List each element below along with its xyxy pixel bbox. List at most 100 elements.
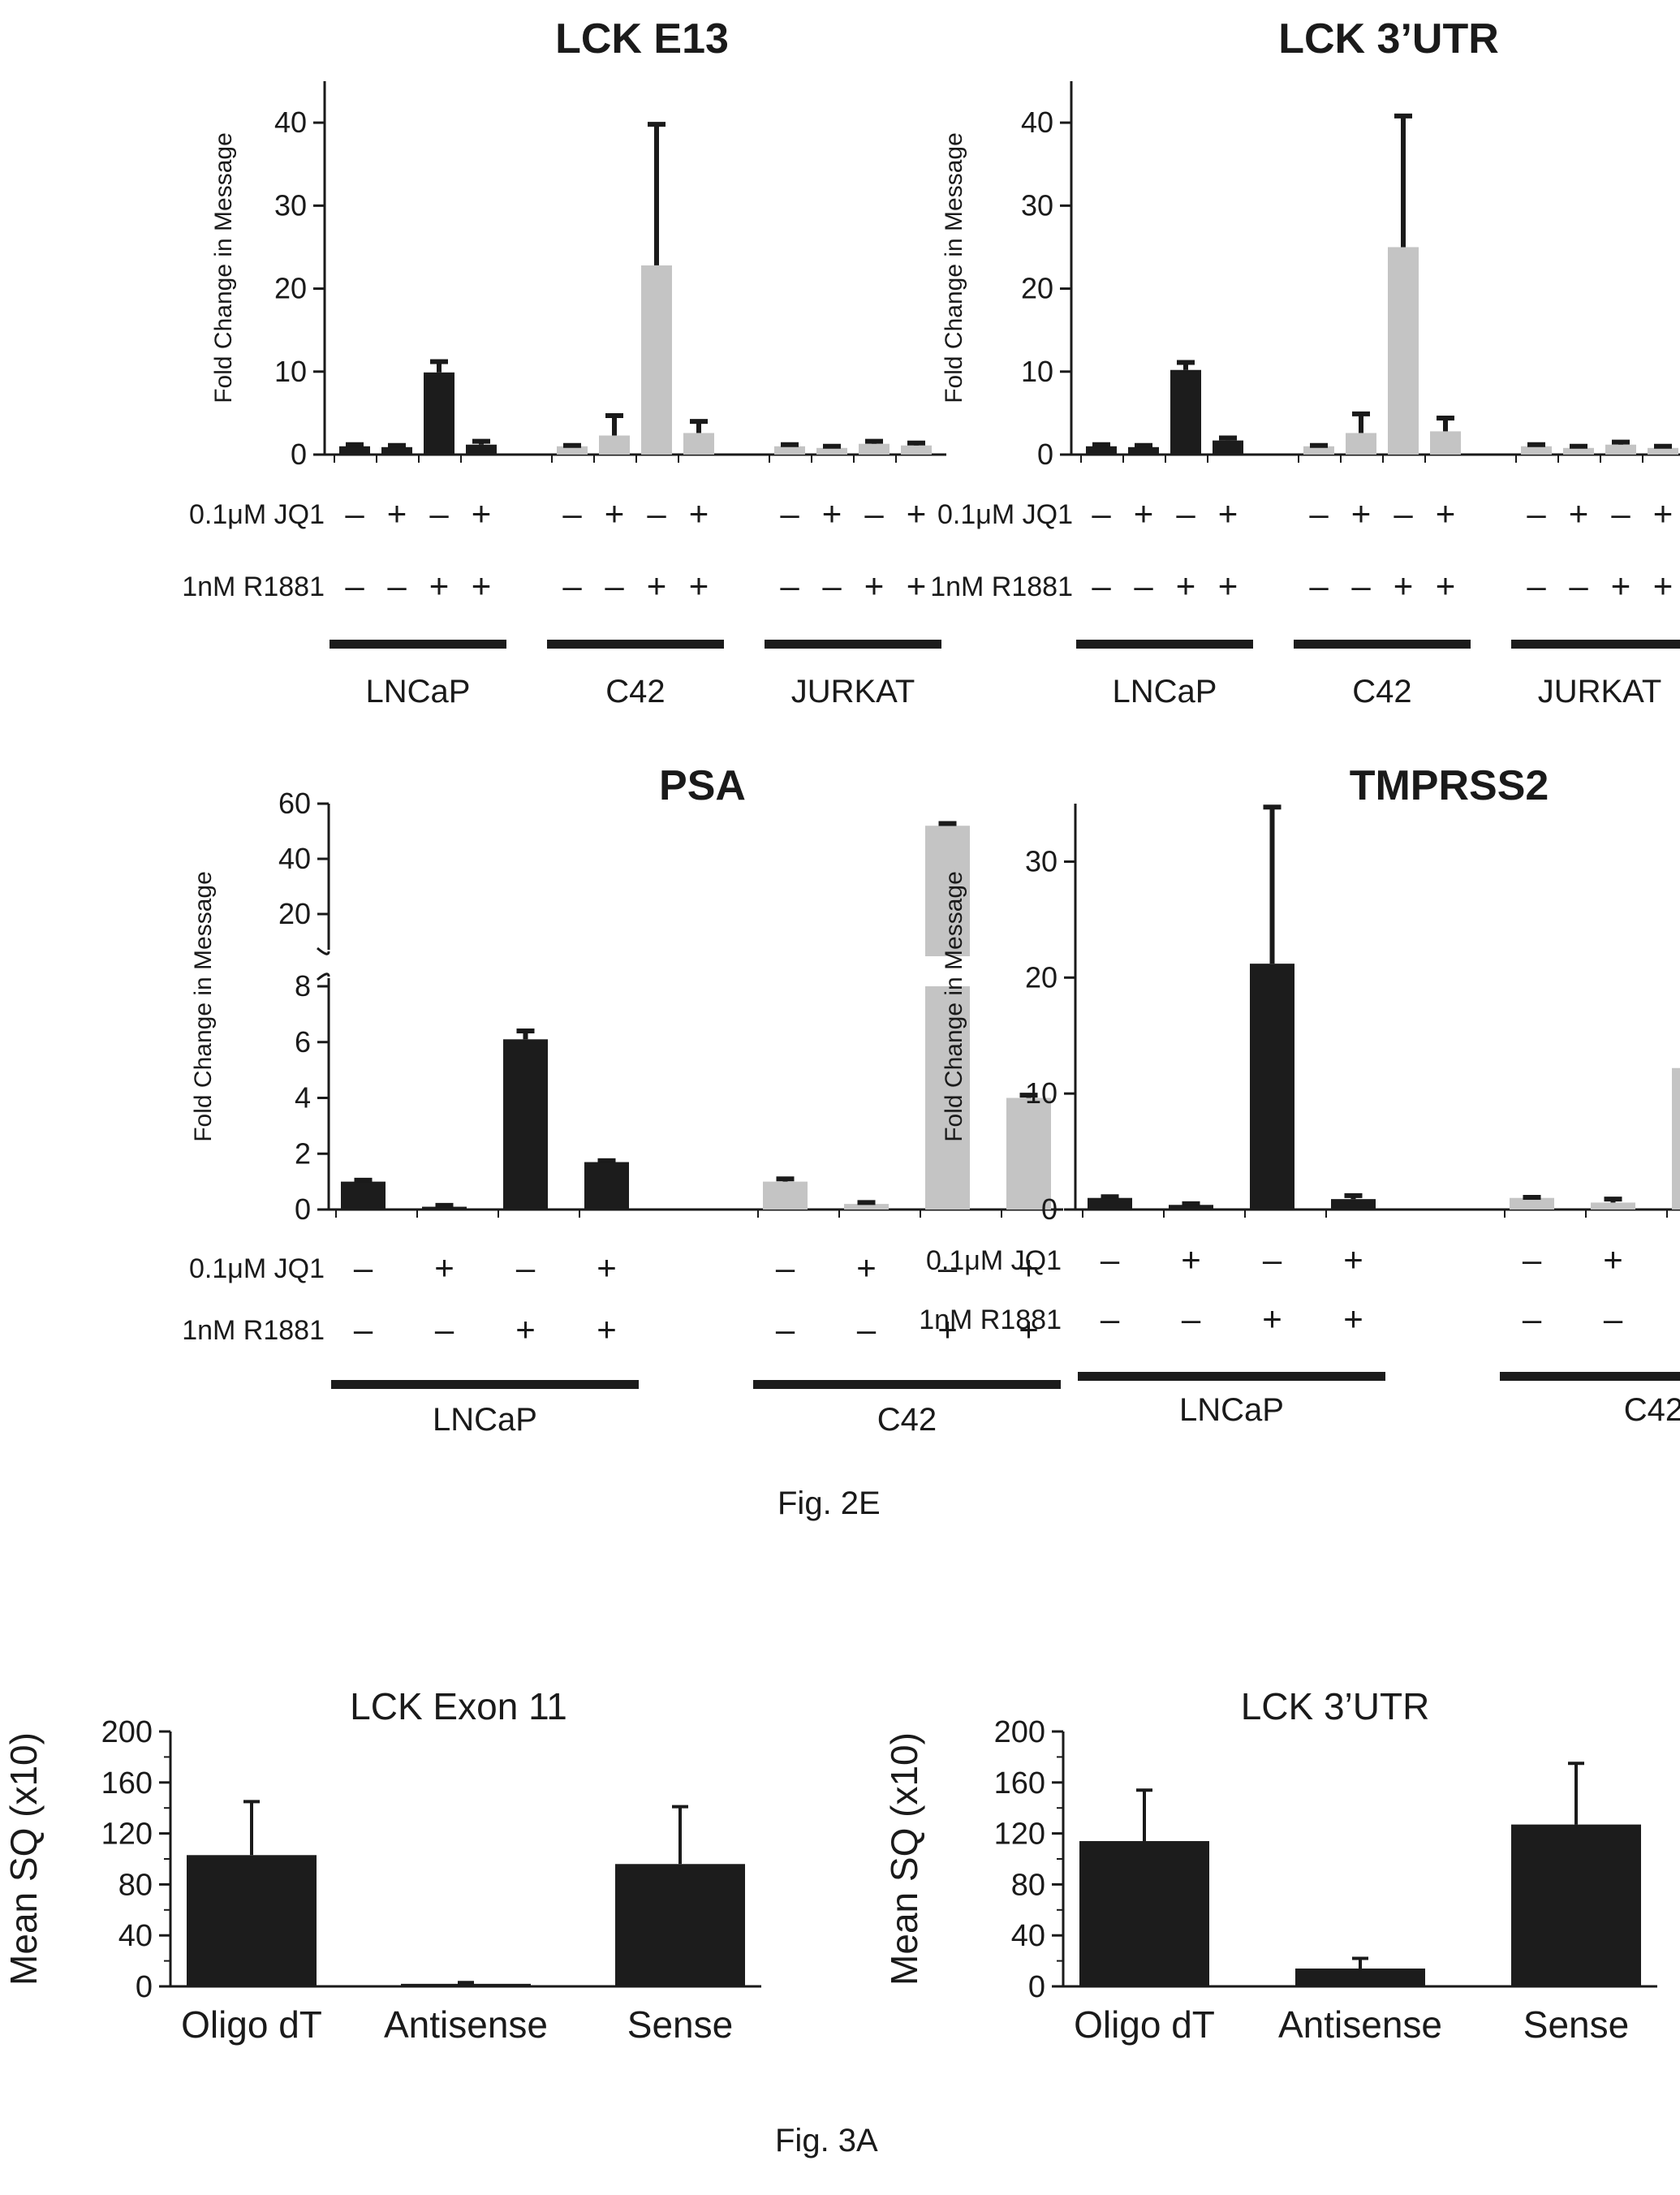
bar — [1250, 964, 1294, 1210]
row-label-jq1: 0.1μM JQ1 — [926, 1245, 1062, 1276]
y-tick-label: 30 — [1021, 188, 1053, 222]
bar — [1303, 446, 1334, 455]
r1881-sign: + — [429, 567, 450, 605]
jq1-sign: + — [597, 1248, 617, 1287]
bar — [1170, 369, 1201, 455]
jq1-sign: – — [938, 1248, 958, 1287]
chart-title: TMPRSS2 — [1350, 762, 1549, 809]
bar-lower-segment — [925, 986, 970, 1210]
y-tick-label: 40 — [1011, 1919, 1045, 1953]
jq1-sign: – — [1101, 1240, 1120, 1279]
r1881-sign: – — [1604, 1300, 1623, 1338]
y-tick-label: 6 — [295, 1025, 311, 1059]
y-tick-label: 0 — [1028, 1970, 1045, 2004]
bar — [339, 446, 370, 455]
row-label-jq1: 0.1μM JQ1 — [189, 1253, 325, 1284]
bar — [1213, 440, 1243, 455]
r1881-sign: – — [776, 1310, 795, 1348]
r1881-sign: + — [1343, 1300, 1363, 1338]
y-tick-label: 80 — [1011, 1868, 1045, 1902]
r1881-sign: – — [345, 567, 364, 605]
y-tick-label: 40 — [274, 106, 307, 139]
axis-break-mark — [317, 947, 330, 955]
bar — [774, 446, 805, 455]
category-label: Sense — [627, 2003, 733, 2046]
y-tick-label: 20 — [278, 897, 311, 930]
jq1-sign: + — [1343, 1240, 1363, 1279]
y-tick-label: 120 — [994, 1818, 1045, 1852]
bar — [1563, 447, 1594, 455]
y-axis-label: Mean SQ (x10) — [2, 1732, 45, 1986]
jq1-sign: + — [1134, 494, 1154, 533]
y-tick-label: 60 — [278, 787, 311, 820]
row-label-jq1: 0.1μM JQ1 — [189, 499, 325, 530]
figure-2e-caption: Fig. 2E — [778, 1486, 881, 1521]
chart-title: LCK 3’UTR — [1278, 15, 1499, 63]
jq1-sign: – — [776, 1248, 795, 1287]
group-label: JURKAT — [1538, 674, 1662, 709]
chart-title: LCK E13 — [555, 15, 729, 63]
chart-title: PSA — [659, 762, 746, 809]
jq1-sign: – — [1523, 1240, 1542, 1279]
group-bracket — [331, 1380, 639, 1389]
y-tick-label: 20 — [1021, 272, 1053, 305]
y-tick-label: 40 — [278, 842, 311, 875]
jq1-sign: – — [1309, 494, 1329, 533]
group-bracket — [1076, 640, 1253, 649]
bar — [557, 446, 588, 455]
axis-break-mark — [317, 972, 330, 981]
jq1-sign: + — [689, 494, 709, 533]
r1881-sign: + — [1218, 567, 1238, 605]
chart-title: LCK Exon 11 — [350, 1685, 567, 1727]
bar — [187, 1855, 317, 1986]
jq1-sign: + — [1436, 494, 1456, 533]
y-axis-label: Mean SQ (x10) — [883, 1732, 925, 1986]
y-tick-label: 0 — [295, 1192, 311, 1226]
y-tick-label: 30 — [274, 188, 307, 222]
bar — [401, 1983, 531, 1986]
group-bracket — [330, 640, 506, 649]
group-bracket — [1500, 1372, 1680, 1381]
bar — [763, 1181, 808, 1210]
y-tick-label: 10 — [1025, 1076, 1058, 1110]
r1881-sign: + — [1262, 1300, 1282, 1338]
jq1-sign: + — [434, 1248, 454, 1287]
bar — [1591, 1202, 1635, 1210]
bar — [1086, 446, 1117, 455]
bar — [1672, 1067, 1680, 1210]
r1881-sign: – — [435, 1310, 454, 1348]
group-bracket — [765, 640, 941, 649]
category-label: Oligo dT — [181, 2003, 322, 2046]
bar — [1510, 1197, 1554, 1210]
category-label: Sense — [1523, 2003, 1629, 2046]
bar — [1079, 1841, 1209, 1986]
y-tick-label: 40 — [118, 1919, 153, 1953]
y-tick-label: 20 — [274, 272, 307, 305]
r1881-sign: + — [1611, 567, 1631, 605]
r1881-sign: + — [1176, 567, 1196, 605]
r1881-sign: + — [1019, 1310, 1039, 1348]
bar — [503, 1039, 548, 1210]
category-label: Antisense — [1278, 2003, 1442, 2046]
group-label: LNCaP — [433, 1402, 537, 1438]
jq1-sign: – — [1611, 494, 1630, 533]
group-label: C42 — [877, 1402, 937, 1438]
r1881-sign: – — [822, 567, 842, 605]
jq1-sign: + — [1351, 494, 1372, 533]
jq1-sign: + — [1603, 1240, 1623, 1279]
r1881-sign: + — [1436, 567, 1456, 605]
row-label-r1881: 1nM R1881 — [919, 1304, 1062, 1335]
jq1-sign: + — [822, 494, 842, 533]
chart-lck-e13: LCK E13 Fold Change in Message 0 10 20 30 40 0.… — [182, 15, 946, 709]
bar — [1648, 447, 1678, 455]
jq1-sign: – — [354, 1248, 373, 1287]
bar — [466, 444, 497, 455]
jq1-sign: – — [429, 494, 449, 533]
bar — [859, 443, 890, 455]
r1881-sign: + — [597, 1310, 617, 1348]
jq1-sign: + — [387, 494, 407, 533]
r1881-sign: + — [1653, 567, 1674, 605]
r1881-sign: – — [1134, 567, 1153, 605]
